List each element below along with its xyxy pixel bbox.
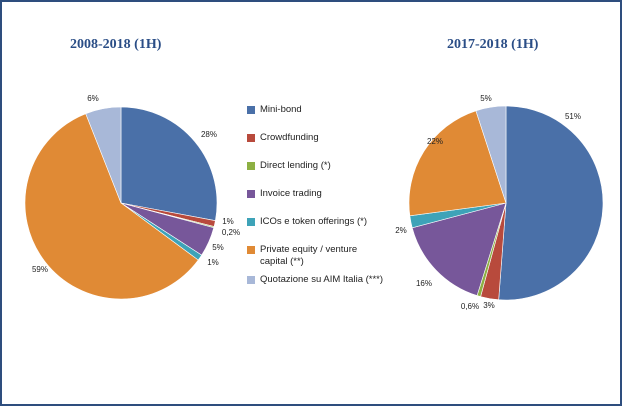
data-label-crowdfunding: 1% (222, 217, 234, 226)
data-label-direct-lending: 0,6% (461, 302, 479, 311)
legend-item-aim-italia: Quotazione su AIM Italia (***) (247, 274, 387, 286)
legend-item-crowdfunding: Crowdfunding (247, 132, 387, 144)
data-label-crowdfunding: 3% (483, 301, 495, 310)
pie-slice-aim-italia (475, 105, 507, 204)
legend-label: Crowdfunding (260, 132, 319, 143)
data-label-private-equity: 22% (427, 137, 443, 146)
legend-swatch (247, 162, 255, 170)
left-chart-title: 2008-2018 (1H) (70, 37, 162, 52)
data-label-private-equity: 59% (32, 265, 48, 274)
pie-slice-aim-italia (85, 106, 122, 204)
legend-swatch (247, 276, 255, 284)
pie-slice-mini-bond (120, 106, 218, 222)
legend-swatch (247, 218, 255, 226)
legend-label: Direct lending (*) (260, 160, 331, 171)
legend-label: Private equity / venture capital (**) (260, 244, 358, 267)
pie-slice-invoice-trading (411, 202, 507, 296)
data-label-aim-italia: 5% (480, 94, 492, 103)
legend-item-icos: ICOs e token offerings (*) (247, 216, 387, 228)
legend-item-invoice-trading: Invoice trading (247, 188, 387, 200)
legend-swatch (247, 134, 255, 142)
legend-label: ICOs e token offerings (*) (260, 216, 368, 227)
legend-item-private-equity: Private equity / venture capital (**) (247, 244, 387, 268)
right-pie: 51% 3% 0,6% 16% 2% 22% 5% (395, 94, 604, 311)
legend-swatch (247, 106, 255, 114)
pie-slice-private-equity (24, 113, 199, 300)
legend-label: Invoice trading (260, 188, 322, 199)
right-chart-title: 2017-2018 (1H) (447, 37, 539, 52)
data-label-icos: 1% (207, 258, 219, 267)
data-label-invoice-trading: 16% (416, 279, 432, 288)
legend-swatch (247, 190, 255, 198)
legend-label: Mini-bond (260, 104, 302, 115)
data-label-mini-bond: 28% (201, 130, 217, 139)
data-label-invoice-trading: 5% (212, 243, 224, 252)
legend-swatch (247, 246, 255, 254)
left-pie: 28% 1% 0,2% 5% 1% 59% 6% (24, 94, 240, 300)
legend-item-mini-bond: Mini-bond (247, 104, 387, 116)
pie-slice-mini-bond (498, 105, 604, 301)
legend-item-direct-lending: Direct lending (*) (247, 160, 387, 172)
pie-slice-private-equity (408, 110, 507, 217)
data-label-direct-lending: 0,2% (222, 228, 240, 237)
data-label-icos: 2% (395, 226, 407, 235)
data-label-mini-bond: 51% (565, 112, 581, 121)
data-label-aim-italia: 6% (87, 94, 99, 103)
legend-label: Quotazione su AIM Italia (***) (260, 274, 384, 285)
